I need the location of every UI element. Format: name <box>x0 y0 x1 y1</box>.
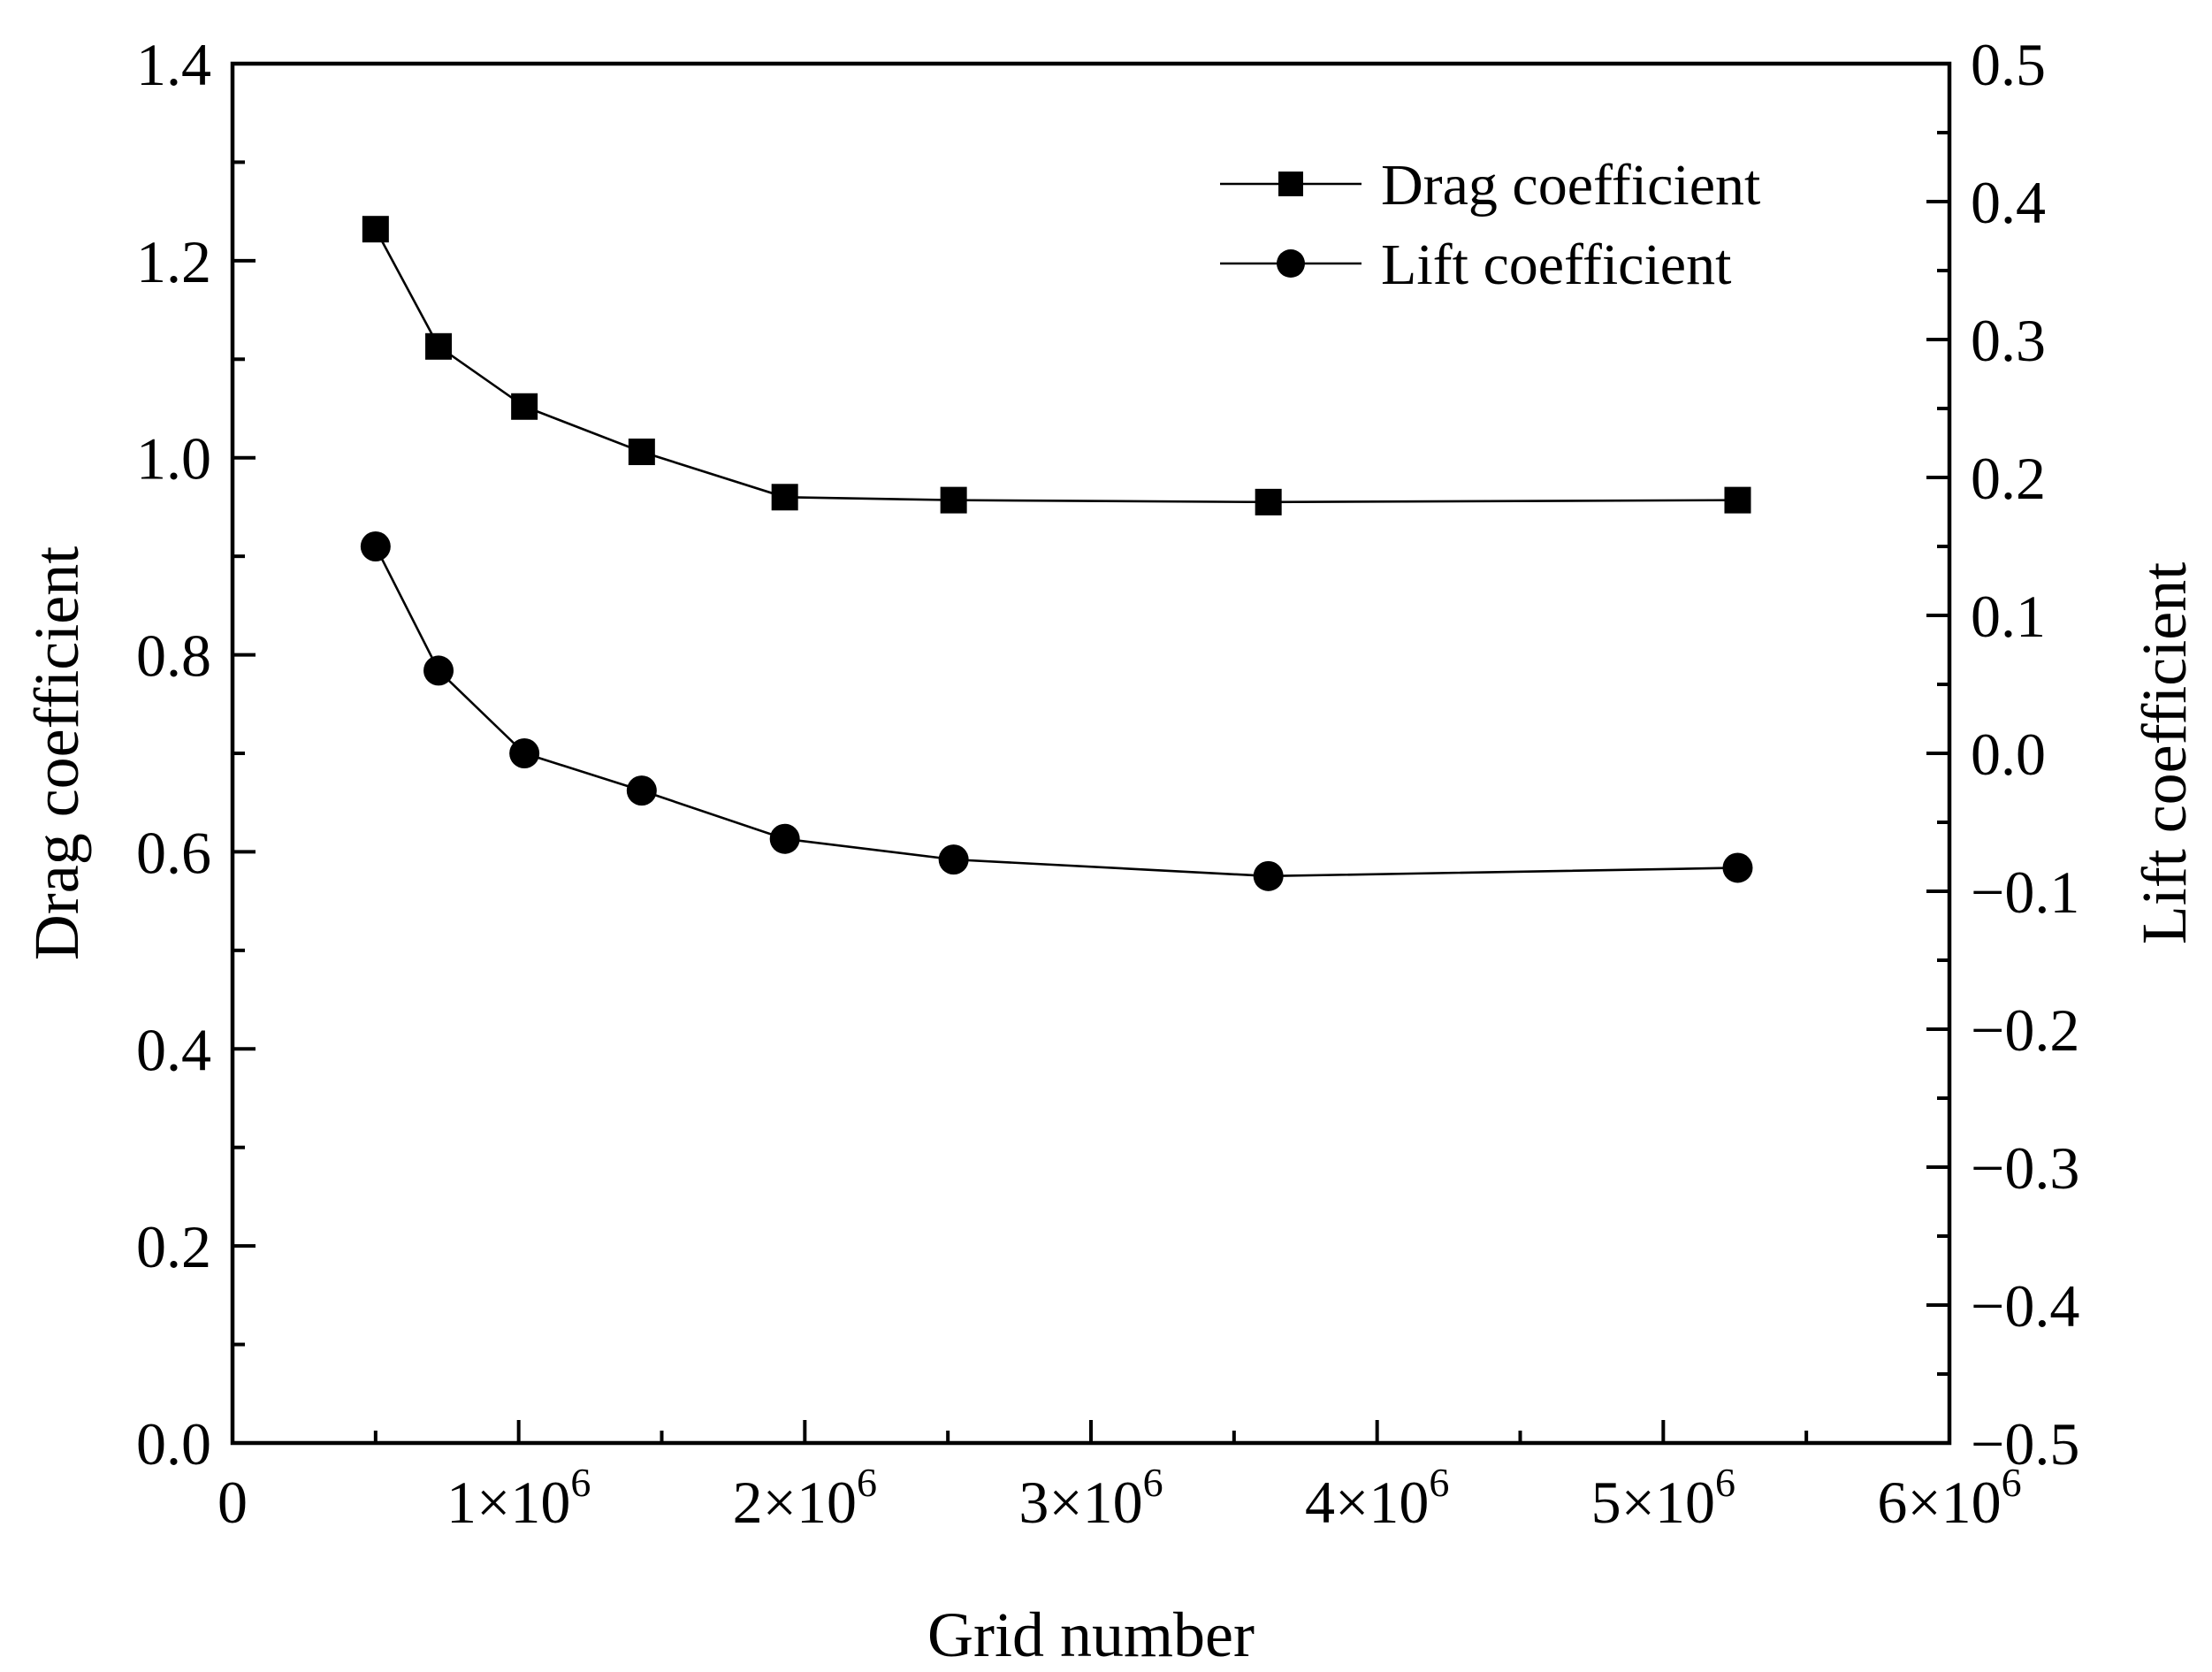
legend: Drag coefficient Lift coefficient <box>1220 153 1760 297</box>
y-axis-title: Drag coefficient <box>21 546 92 960</box>
lift-coefficient-point <box>626 775 657 806</box>
lift-coefficient-point <box>1253 860 1284 891</box>
drag-coefficient-point <box>771 484 798 511</box>
lift-coefficient-line <box>374 546 1738 878</box>
axis-ticks <box>231 62 1951 1445</box>
drag-coefficient-point <box>425 332 453 360</box>
legend-marker-drag <box>1278 172 1303 196</box>
lift-coefficient-point <box>769 823 800 854</box>
y-tick-label: 0.2 <box>136 1213 211 1280</box>
y-tick-label: 0.8 <box>136 622 211 690</box>
x-tick-label: 5×106 <box>1591 1460 1735 1536</box>
drag-coefficient-point <box>1255 488 1282 515</box>
drag-coefficient-point <box>1724 486 1751 514</box>
y2-axis-title: Lift coefficient <box>2129 562 2200 944</box>
y2-tick-label: −0.5 <box>1971 1410 2079 1477</box>
x-tick-label: 6×106 <box>1877 1460 2021 1536</box>
y-tick-label: 0.0 <box>136 1410 211 1477</box>
lift-coefficient-point <box>423 655 454 686</box>
y2-tick-label: 0.0 <box>1971 721 2046 788</box>
legend-label-lift: Lift coefficient <box>1381 233 1731 297</box>
y2-tick-label: 0.5 <box>1971 31 2046 98</box>
lift-coefficient-point <box>1722 852 1753 883</box>
x-tick-label: 3×106 <box>1018 1460 1163 1536</box>
lift-coefficient-point <box>360 531 391 561</box>
drag-coefficient-point <box>511 393 538 420</box>
x-tick-label: 4×106 <box>1305 1460 1449 1536</box>
x-axis-title: Grid number <box>927 1599 1255 1670</box>
y-tick-label: 1.2 <box>136 228 211 295</box>
drag-coefficient-point <box>628 439 655 466</box>
y2-tick-label: −0.1 <box>1971 859 2079 926</box>
x-tick-label: 0 <box>217 1469 248 1536</box>
x-tick-label: 1×106 <box>446 1460 591 1536</box>
y-tick-label: 1.0 <box>136 425 211 492</box>
x-tick-label: 2×106 <box>733 1460 877 1536</box>
y2-tick-label: 0.1 <box>1971 583 2046 650</box>
legend-label-drag: Drag coefficient <box>1381 153 1760 218</box>
y2-tick-label: −0.3 <box>1971 1134 2079 1202</box>
drag-coefficient-point <box>940 486 967 514</box>
drag-coefficient-line <box>374 228 1738 504</box>
y2-tick-label: 0.4 <box>1971 169 2046 236</box>
lift-coefficient-point <box>938 844 969 875</box>
y2-tick-label: −0.2 <box>1971 996 2079 1064</box>
series-layer <box>360 216 1753 891</box>
legend-marker-lift <box>1277 249 1305 278</box>
y2-tick-label: 0.2 <box>1971 445 2046 512</box>
y-tick-label: 0.6 <box>136 819 211 886</box>
drag-coefficient-point <box>362 216 389 243</box>
y2-tick-label: −0.4 <box>1971 1272 2079 1340</box>
lift-coefficient-point <box>509 738 540 768</box>
y2-tick-label: 0.3 <box>1971 307 2046 374</box>
y-tick-label: 1.4 <box>136 31 211 98</box>
y-tick-label: 0.4 <box>136 1016 211 1083</box>
